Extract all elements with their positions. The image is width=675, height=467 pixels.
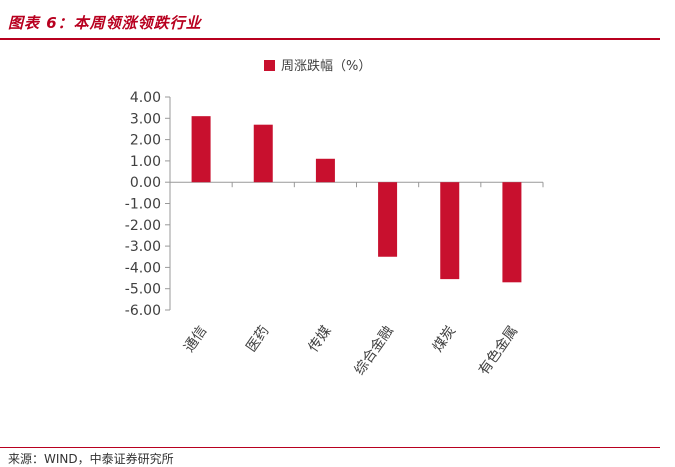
source-note: 来源：WIND，中泰证券研究所 xyxy=(8,452,174,466)
y-tick-label: -1.00 xyxy=(125,197,161,213)
legend-label: 周涨跌幅（%） xyxy=(281,58,371,74)
y-tick-label: -3.00 xyxy=(125,239,161,255)
bar-4 xyxy=(378,182,398,257)
y-tick-label: -2.00 xyxy=(125,218,161,234)
figure-title: 图表 6：本周领涨领跌行业 xyxy=(8,14,202,32)
y-tick-label: 0.00 xyxy=(130,175,161,191)
y-tick-label: 3.00 xyxy=(130,111,161,127)
x-tick-label: 煤炭 xyxy=(430,323,459,355)
y-tick-label: -4.00 xyxy=(125,260,161,276)
bar-5 xyxy=(440,182,460,280)
header: 图表 6：本周领涨领跌行业 xyxy=(0,0,675,40)
bar-chart: 周涨跌幅（%） 4.00 3.00 2.00 1.00 0.00 -1.00 -2.00 -3… xyxy=(125,58,544,379)
legend: 周涨跌幅（%） xyxy=(264,58,371,74)
footer-divider xyxy=(0,447,660,448)
chart-marks: 4.00 3.00 2.00 1.00 0.00 -1.00 -2.00 -3.00 -4.00… xyxy=(125,90,544,379)
bar-1 xyxy=(191,116,211,183)
y-tick-label: 1.00 xyxy=(130,154,161,170)
header-divider xyxy=(0,38,660,40)
bar-6 xyxy=(502,182,522,283)
x-tick-label: 医药 xyxy=(243,323,272,355)
legend-swatch xyxy=(264,60,275,71)
x-tick-label: 有色金属 xyxy=(475,323,521,379)
bar-3 xyxy=(315,158,335,183)
x-tick-label: 通信 xyxy=(181,323,210,355)
x-tick-label: 综合金融 xyxy=(352,323,397,378)
y-tick-label: -5.00 xyxy=(125,282,161,298)
bar-2 xyxy=(253,124,273,183)
y-tick-label: 4.00 xyxy=(130,90,161,106)
x-tick-label: 传媒 xyxy=(306,323,335,355)
y-tick-label: 2.00 xyxy=(130,133,161,149)
y-tick-label: -6.00 xyxy=(125,303,161,319)
